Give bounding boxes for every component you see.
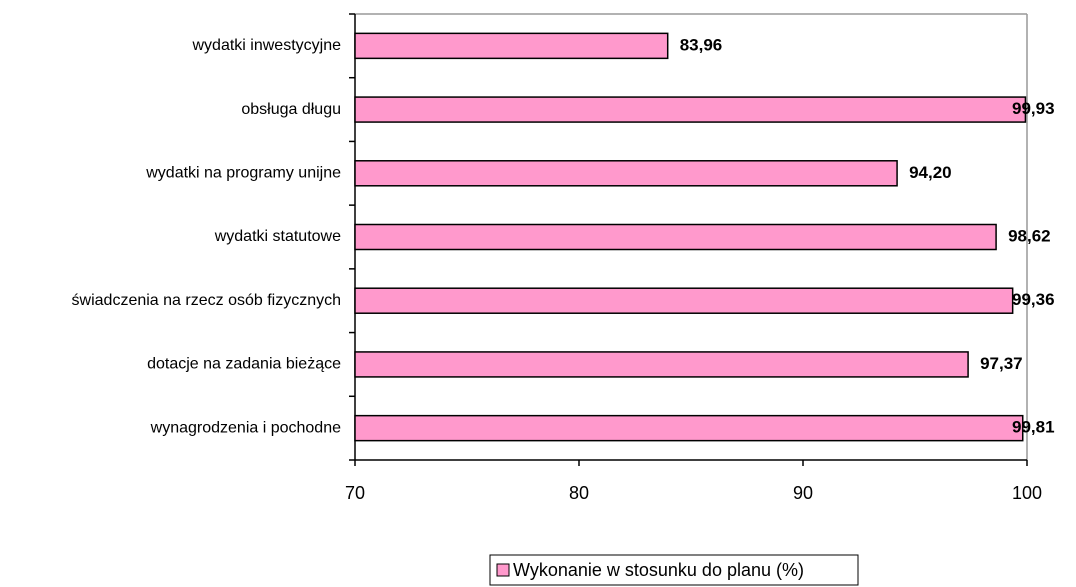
bar (354, 160, 898, 187)
value-label: 97,37 (980, 354, 1023, 373)
y-tick-label: wydatki inwestycyjne (192, 37, 342, 54)
y-tick-label: wydatki na programy unijne (145, 165, 341, 182)
value-label: 99,81 (1012, 418, 1055, 437)
value-label: 99,36 (1012, 290, 1055, 309)
value-label: 94,20 (909, 163, 952, 182)
value-label: 83,96 (680, 35, 723, 54)
legend-box (489, 554, 859, 586)
legend-label: Wykonanie w stosunku do planu (%) (513, 560, 804, 580)
bar (354, 414, 1024, 442)
y-tick-label: wydatki statutowe (214, 228, 341, 245)
bar (354, 351, 969, 378)
value-label: 98,62 (1008, 226, 1051, 245)
y-tick-label: wynagrodzenia i pochodne (150, 419, 341, 436)
y-tick-label: świadczenia na rzecz osób fizycznych (72, 292, 341, 309)
y-tick-label: obsługa długu (241, 101, 341, 118)
bar (354, 287, 1014, 314)
value-label: 99,93 (1012, 99, 1055, 118)
legend-swatch (496, 563, 510, 577)
x-tick-label: 100 (1012, 483, 1042, 503)
bar (354, 223, 997, 251)
bar (354, 32, 669, 60)
y-tick-label: dotacje na zadania bieżące (147, 356, 341, 373)
x-tick-label: 70 (345, 483, 365, 503)
x-tick-label: 90 (793, 483, 813, 503)
x-tick-label: 80 (569, 483, 589, 503)
bar (354, 96, 1027, 123)
